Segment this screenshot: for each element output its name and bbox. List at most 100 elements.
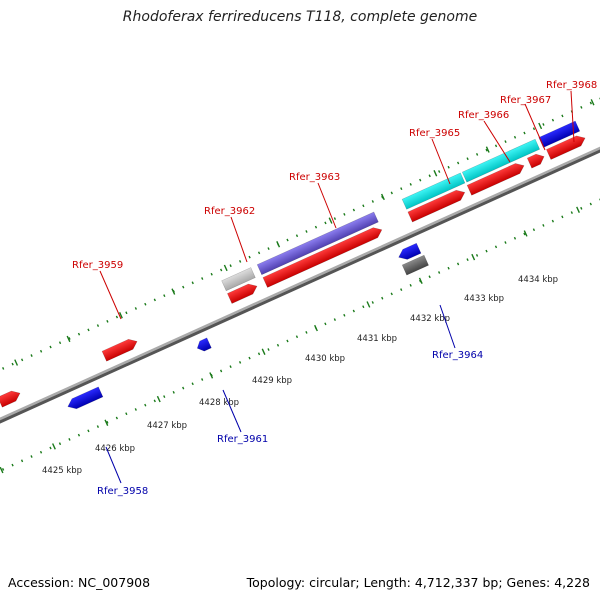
forward-tick-row-minor-tick <box>257 251 261 255</box>
gene-rfer-3964[interactable] <box>396 242 422 262</box>
forward-tick-row-minor-tick <box>475 153 479 156</box>
reverse-tick-row-minor-tick <box>134 408 137 411</box>
forward-tick-row-minor-tick <box>248 255 251 259</box>
reverse-tick-row-minor-tick <box>532 228 536 232</box>
reverse-tick-row-minor-tick <box>248 356 251 360</box>
reverse-tick-row-minor-tick <box>447 266 450 270</box>
gene-rfer-3958[interactable] <box>66 386 104 412</box>
reverse-tick-row-minor-tick <box>428 275 431 279</box>
reverse-tick-row-minor-tick <box>153 399 156 403</box>
forward-tick-row-minor-tick <box>153 298 156 302</box>
gene-feature-light[interactable] <box>221 267 256 292</box>
gene-rfer-3963-red[interactable] <box>262 225 384 288</box>
reverse-tick-row-minor-tick <box>295 335 299 339</box>
gene-rfer-3967[interactable] <box>526 152 546 169</box>
gene-rfer-3959[interactable] <box>101 336 139 362</box>
reverse-tick-row-major-tick <box>156 395 161 403</box>
reverse-tick-row-major-tick <box>366 301 371 308</box>
gene-label-rfer-3964[interactable]: Rfer_3964 <box>432 350 483 361</box>
forward-tick-row-minor-tick <box>87 328 90 332</box>
forward-tick-row-minor-tick <box>551 118 555 122</box>
gene-rfer-3962[interactable] <box>227 281 259 304</box>
gene-rfer-3963[interactable] <box>256 211 379 276</box>
gene-label-rfer-3967[interactable]: Rfer_3967 <box>500 95 551 106</box>
reverse-tick-row-minor-tick <box>324 322 327 326</box>
reverse-tick-row-minor-tick <box>172 390 175 394</box>
gene-rfer-3964-grey[interactable] <box>401 254 429 276</box>
forward-tick-row-major-tick <box>380 193 385 201</box>
leader-line-rfer-3958 <box>105 446 122 484</box>
forward-tick-row-minor-tick <box>371 200 374 203</box>
gene-label-rfer-3961[interactable]: Rfer_3961 <box>217 434 268 445</box>
map-title: Rhodoferax ferrireducens T118, complete … <box>122 9 478 25</box>
forward-tick-row-major-tick <box>223 264 228 272</box>
label-leader-lines <box>99 90 575 484</box>
reverse-tick-row-minor-tick <box>87 429 90 433</box>
reverse-tick-row-minor-tick <box>333 318 336 321</box>
reverse-tick-row-minor-tick <box>238 360 242 364</box>
reverse-tick-row-minor-tick <box>551 219 554 223</box>
forward-tick-row-minor-tick <box>267 247 270 250</box>
gene-label-rfer-3963[interactable]: Rfer_3963 <box>289 172 340 183</box>
gene-left-red-1[interactable] <box>0 388 22 408</box>
forward-tick-row-minor-tick <box>163 294 166 298</box>
kbp-label: 4430 kbp <box>305 354 345 364</box>
forward-tick-row-major-tick <box>118 312 123 319</box>
gene-labels: Rfer_3959 Rfer_3962 Rfer_3963 Rfer_3965 … <box>72 80 597 497</box>
reverse-tick-row-minor-tick <box>523 232 526 236</box>
gene-label-rfer-3966[interactable]: Rfer_3966 <box>458 110 509 121</box>
forward-tick-row-minor-tick <box>362 204 365 208</box>
reverse-tick-row-minor-tick <box>219 369 223 373</box>
reverse-tick-row-minor-tick <box>163 395 166 398</box>
forward-tick-row-minor-tick <box>20 358 24 362</box>
reverse-tick-row-minor-tick <box>106 420 109 424</box>
genome-summary-text: Topology: circular; Length: 4,712,337 bp… <box>246 575 590 590</box>
gene-features[interactable] <box>0 120 600 462</box>
reverse-tick-row-minor-tick <box>115 416 118 420</box>
reverse-tick-row-minor-tick <box>267 348 270 351</box>
reverse-tick-row-minor-tick <box>77 433 81 437</box>
reverse-tick-row-major-tick <box>471 253 476 261</box>
forward-tick-row-minor-tick <box>11 362 14 366</box>
reverse-tick-row-major-tick <box>209 372 214 379</box>
forward-tick-row-minor-tick <box>144 302 147 306</box>
gene-rfer-3961[interactable] <box>195 337 212 353</box>
gene-label-rfer-3959[interactable]: Rfer_3959 <box>72 260 123 271</box>
gene-label-rfer-3965[interactable]: Rfer_3965 <box>409 128 460 139</box>
reverse-tick-row-minor-tick <box>381 296 384 300</box>
forward-tick-row-minor-tick <box>286 238 289 242</box>
forward-tick-row-minor-tick <box>466 157 469 161</box>
forward-tick-row-minor-tick <box>210 272 213 276</box>
gene-rfer-3968[interactable] <box>538 120 581 148</box>
reverse-tick-row-minor-tick <box>475 254 479 257</box>
forward-tick-row-minor-tick <box>305 230 308 233</box>
reverse-tick-row-minor-tick <box>437 271 441 274</box>
gene-rfer-3965-red[interactable] <box>407 187 467 223</box>
gene-rfer-3968-red[interactable] <box>546 133 587 160</box>
forward-tick-row-minor-tick <box>352 208 356 212</box>
leader-line-rfer-3964 <box>439 304 456 349</box>
kbp-label: 4426 kbp <box>95 444 135 454</box>
gene-label-rfer-3962[interactable]: Rfer_3962 <box>204 206 255 217</box>
reverse-tick-row-minor-tick <box>182 386 185 390</box>
reverse-tick-row-minor-tick <box>456 262 460 266</box>
reverse-tick-row-minor-tick <box>49 446 52 450</box>
reverse-tick-row-minor-tick <box>561 215 564 219</box>
forward-tick-row-minor-tick <box>532 127 536 131</box>
reverse-tick-row-minor-tick <box>276 343 280 347</box>
reverse-tick-row-minor-tick <box>504 241 507 244</box>
forward-tick-row-minor-tick <box>561 114 564 118</box>
reverse-tick-row-minor-tick <box>305 331 308 334</box>
forward-tick-row-minor-tick <box>409 182 412 186</box>
reverse-tick-row-minor-tick <box>352 309 355 313</box>
gene-label-rfer-3958[interactable]: Rfer_3958 <box>97 486 148 497</box>
forward-tick-row-minor-tick <box>295 234 299 238</box>
kbp-label: 4428 kbp <box>199 398 239 408</box>
gene-rfer-3966-red[interactable] <box>466 161 526 196</box>
forward-tick-row-minor-tick <box>438 170 441 173</box>
gene-rfer-3966[interactable] <box>461 138 541 183</box>
forward-tick-row-major-tick <box>14 359 19 366</box>
reverse-tick-row-minor-tick <box>542 224 545 227</box>
gene-label-rfer-3968[interactable]: Rfer_3968 <box>546 80 597 91</box>
